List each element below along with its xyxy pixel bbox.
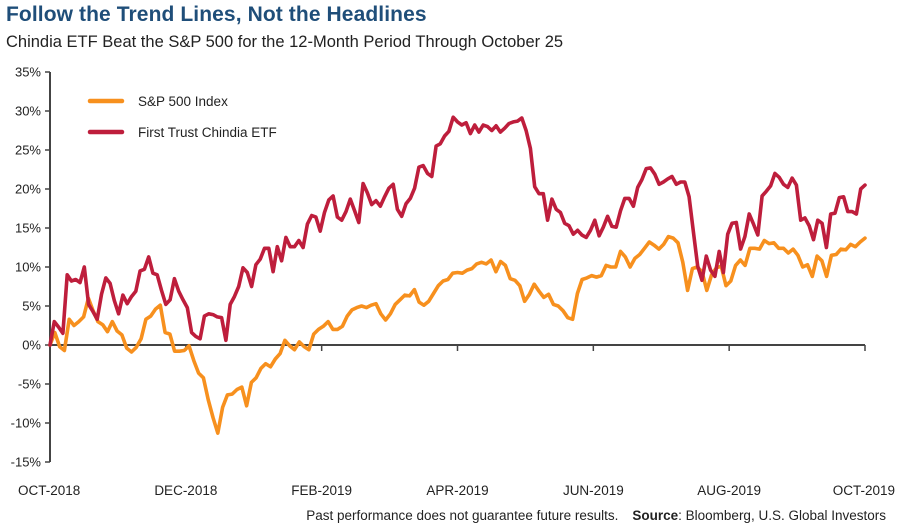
y-tick-label: 35% (15, 65, 41, 80)
x-tick-label: OCT-2019 (833, 483, 895, 498)
chart-title: Follow the Trend Lines, Not the Headline… (6, 3, 427, 26)
source-text: : Bloomberg, U.S. Global Investors (678, 508, 886, 523)
series-line-chindia (48, 115, 867, 347)
y-axis: 35% 30% 25% 20% 15% 10% 5% 0% -5% -10% -15% (11, 65, 51, 470)
y-tick-label: 30% (15, 104, 41, 119)
x-tick-label: DEC-2018 (154, 483, 217, 498)
y-tick-label: 25% (15, 143, 41, 158)
x-tick-label: OCT-2018 (18, 483, 80, 498)
x-tick-label: AUG-2019 (697, 483, 761, 498)
y-tick-label: -15% (11, 455, 42, 470)
y-tick-label: 10% (15, 260, 41, 275)
footer: Past performance does not guarantee futu… (306, 508, 886, 523)
x-tick-label: JUN-2019 (563, 483, 624, 498)
disclaimer-text: Past performance does not guarantee futu… (306, 508, 619, 523)
x-axis: OCT-2018 DEC-2018 FEB-2019 APR-2019 JUN-2019… (18, 344, 895, 498)
series-layer (48, 115, 867, 435)
y-tick-label: 5% (22, 299, 41, 314)
y-tick-label: -5% (18, 377, 42, 392)
x-tick-label: FEB-2019 (291, 483, 352, 498)
y-tick-label: 0% (22, 338, 41, 353)
series-line-sp500 (48, 234, 867, 435)
y-tick-label: 15% (15, 221, 41, 236)
y-tick-label: -10% (11, 416, 42, 431)
legend-label-sp500: S&P 500 Index (138, 94, 228, 109)
source-label: Source (632, 508, 679, 523)
x-tick-label: APR-2019 (426, 483, 488, 498)
chart-subtitle: Chindia ETF Beat the S&P 500 for the 12-… (6, 33, 564, 51)
legend-label-chindia: First Trust Chindia ETF (138, 125, 277, 140)
y-tick-label: 20% (15, 182, 41, 197)
legend: S&P 500 Index First Trust Chindia ETF (87, 94, 277, 140)
